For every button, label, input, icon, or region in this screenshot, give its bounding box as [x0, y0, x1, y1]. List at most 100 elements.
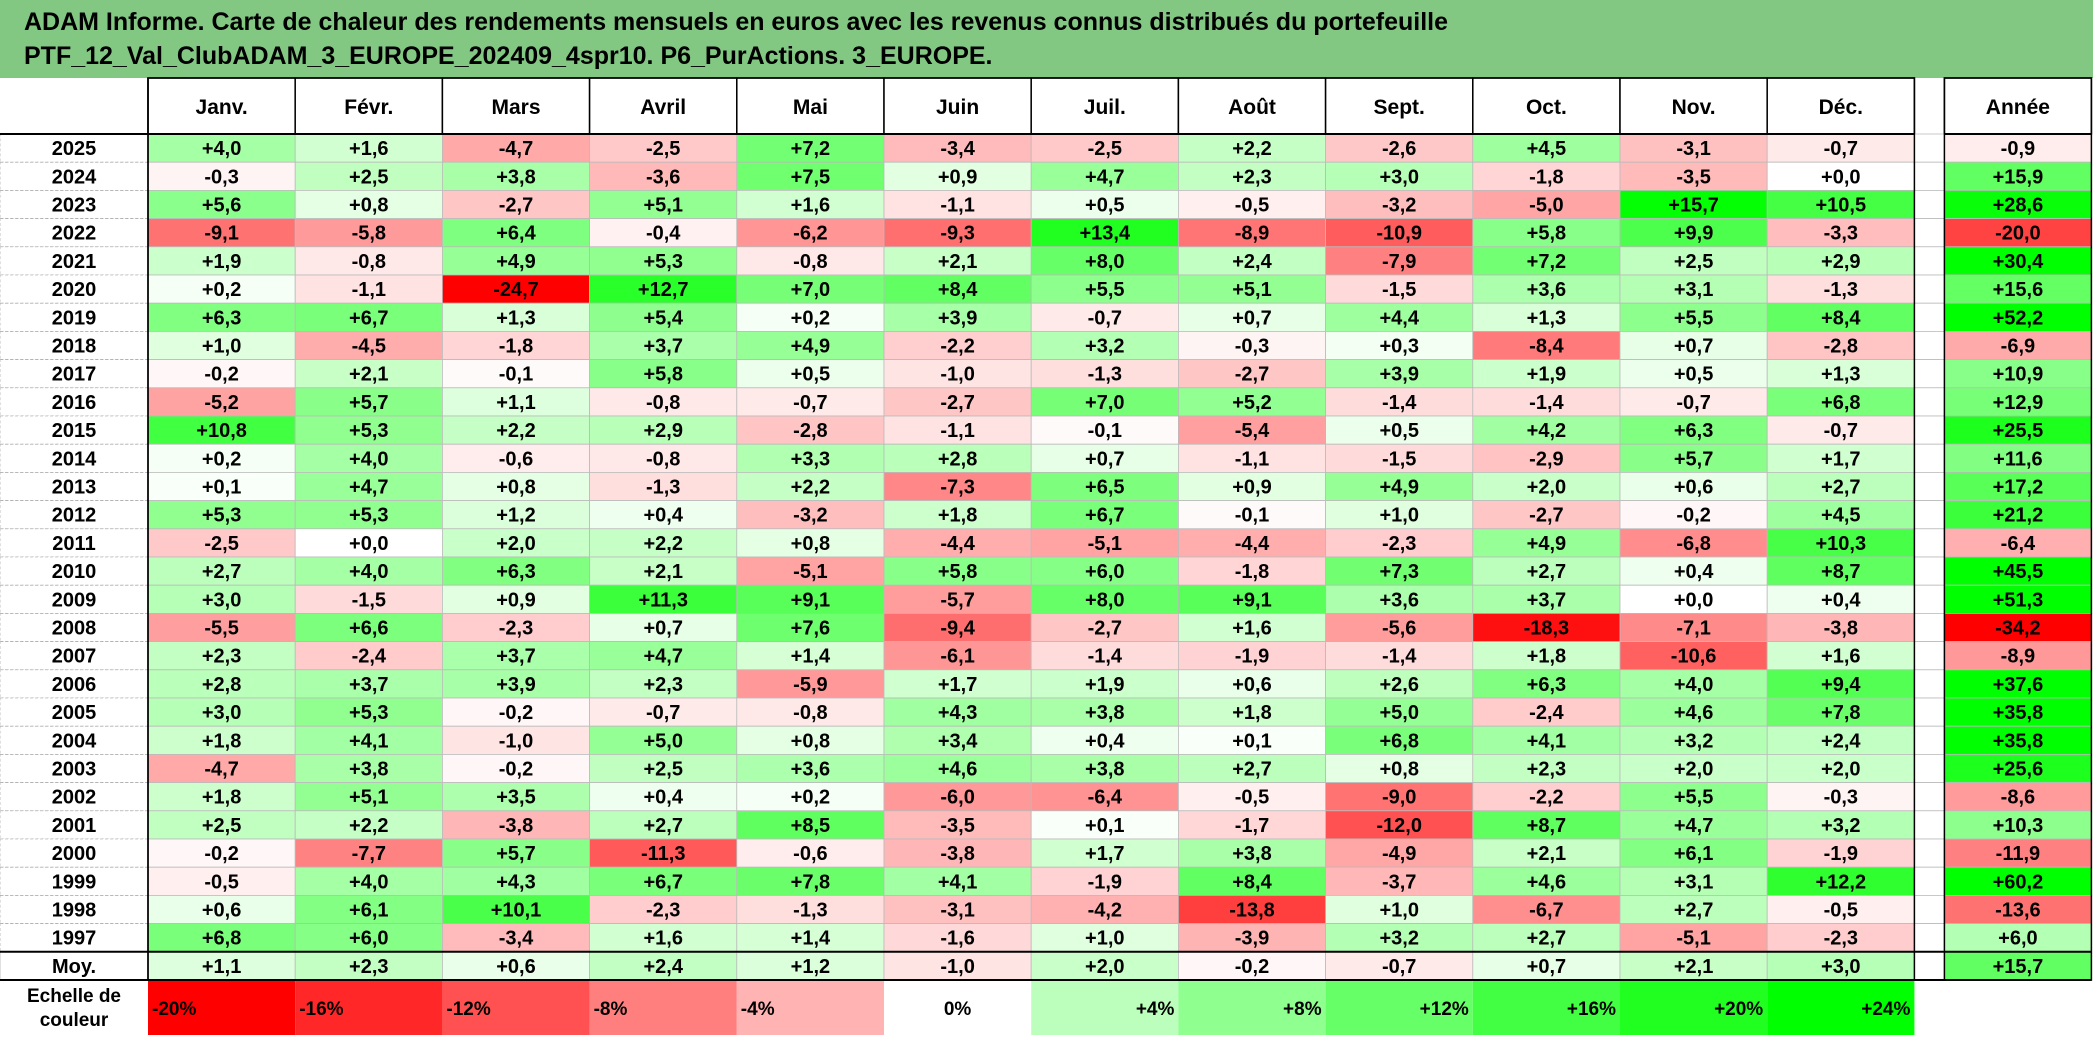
heatmap-cell [441, 443, 590, 473]
heatmap-cell [1030, 443, 1179, 473]
cell-value: +2,2 [1232, 138, 1271, 160]
cell-value: +6,3 [1674, 420, 1713, 442]
cell-value: +3,2 [1379, 928, 1418, 950]
heatmap-cell [1178, 838, 1327, 868]
cell-value: -1,9 [1088, 871, 1122, 893]
row-1998-label: 1998 [52, 900, 97, 922]
cell-value: +0,8 [791, 533, 830, 555]
heatmap-cell [1766, 443, 1915, 473]
cell-value: -2,4 [352, 646, 387, 668]
cell-value: -9,4 [940, 618, 975, 640]
heatmap-cell [1766, 471, 1915, 501]
heatmap-cell [441, 725, 590, 755]
gap-cell [1914, 415, 1945, 445]
cell-value: +0,9 [938, 166, 977, 188]
cell-value: +3,4 [938, 730, 978, 752]
heatmap-cell [294, 697, 443, 727]
heatmap-cell [1325, 471, 1474, 501]
annual-value: +25,5 [1993, 420, 2044, 442]
heatmap-cell [1325, 415, 1474, 445]
cell-value: +1,8 [202, 787, 241, 809]
cell-value: +3,1 [1674, 279, 1713, 301]
heatmap-cell [1178, 895, 1327, 925]
cell-value: +5,3 [349, 505, 388, 527]
scale-step-label: +4% [1136, 999, 1175, 1020]
cell-value: -0,7 [1088, 307, 1122, 329]
heatmap-cell [147, 725, 296, 755]
heatmap-cell [1619, 697, 1768, 727]
cell-value: +5,3 [202, 505, 241, 527]
heatmap-cell [736, 500, 885, 530]
cell-value: +6,7 [643, 871, 682, 893]
scale-label-line-1: Echelle de [27, 986, 121, 1007]
cell-value: +4,9 [1527, 533, 1566, 555]
heatmap-cell [1325, 754, 1474, 784]
cell-value: +2,7 [1674, 900, 1713, 922]
heatmap-cell [147, 923, 296, 953]
heatmap-cell [1472, 471, 1621, 501]
cell-value: -1,1 [1235, 448, 1269, 470]
cell-value: -1,8 [499, 336, 533, 358]
cell-value: -0,2 [499, 759, 533, 781]
heatmap-cell [736, 584, 885, 614]
annual-value: -0,9 [2001, 138, 2035, 160]
heatmap-cell [736, 613, 885, 643]
heatmap-cell [736, 641, 885, 671]
heatmap-cell [1472, 613, 1621, 643]
cell-value: +4,9 [1379, 477, 1418, 499]
cell-value: -0,7 [1824, 420, 1858, 442]
cell-value: +3,0 [202, 702, 241, 724]
row-1999-label: 1999 [52, 871, 97, 893]
cell-value: +0,8 [1379, 759, 1418, 781]
row-2007-label: 2007 [52, 646, 97, 668]
heatmap-cell [147, 584, 296, 614]
cell-value: +2,7 [643, 815, 682, 837]
cell-value: +1,8 [202, 730, 241, 752]
heatmap-cell [1619, 923, 1768, 953]
heatmap-cell [1619, 246, 1768, 276]
cell-value: -3,8 [940, 843, 974, 865]
row-2008-label: 2008 [52, 618, 97, 640]
cell-value: +0,5 [791, 364, 830, 386]
cell-value: +1,0 [1085, 928, 1124, 950]
cell-value: -1,5 [1382, 279, 1416, 301]
cell-value: +3,7 [643, 336, 682, 358]
heatmap-cell [1178, 302, 1327, 332]
cell-value: +0,9 [496, 589, 535, 611]
cell-value: -0,8 [352, 251, 386, 273]
heatmap-cell [1619, 189, 1768, 219]
row-2006-label: 2006 [52, 674, 97, 696]
cell-value: +0,0 [1821, 166, 1860, 188]
cell-value: +7,2 [791, 138, 830, 160]
heatmap-cell [883, 415, 1032, 445]
cell-value: +2,5 [643, 759, 682, 781]
cell-value: +1,8 [938, 505, 977, 527]
gap-cell [1914, 810, 1945, 840]
cell-value: +8,7 [1527, 815, 1566, 837]
scale-step-label: 0% [944, 999, 972, 1020]
cell-value: -3,7 [1382, 871, 1416, 893]
gap-cell [1914, 302, 1945, 332]
heatmap-cell [441, 302, 590, 332]
cell-value: -2,9 [1529, 448, 1563, 470]
heatmap-cell [1178, 443, 1327, 473]
annual-value: +30,4 [1993, 251, 2044, 273]
heatmap-cell [1472, 754, 1621, 784]
cell-value: +1,2 [496, 505, 535, 527]
month-header-8: Sept. [1374, 96, 1425, 119]
gap-cell [1914, 613, 1945, 643]
heatmap-cell [736, 556, 885, 586]
row-2003-label: 2003 [52, 759, 97, 781]
cell-value: +5,2 [1232, 392, 1271, 414]
heatmap-cell [294, 641, 443, 671]
cell-value: -4,4 [1235, 533, 1270, 555]
row-2020-label: 2020 [52, 279, 97, 301]
annual-cell [1944, 528, 2092, 558]
cell-value: -0,3 [1235, 336, 1269, 358]
month-header-5: Juin [936, 96, 979, 119]
cell-value: +6,7 [349, 307, 388, 329]
heatmap-cell [1472, 500, 1621, 530]
cell-value: -6,8 [1676, 533, 1710, 555]
heatmap-cell [1766, 782, 1915, 812]
cell-value: -13,8 [1229, 900, 1275, 922]
